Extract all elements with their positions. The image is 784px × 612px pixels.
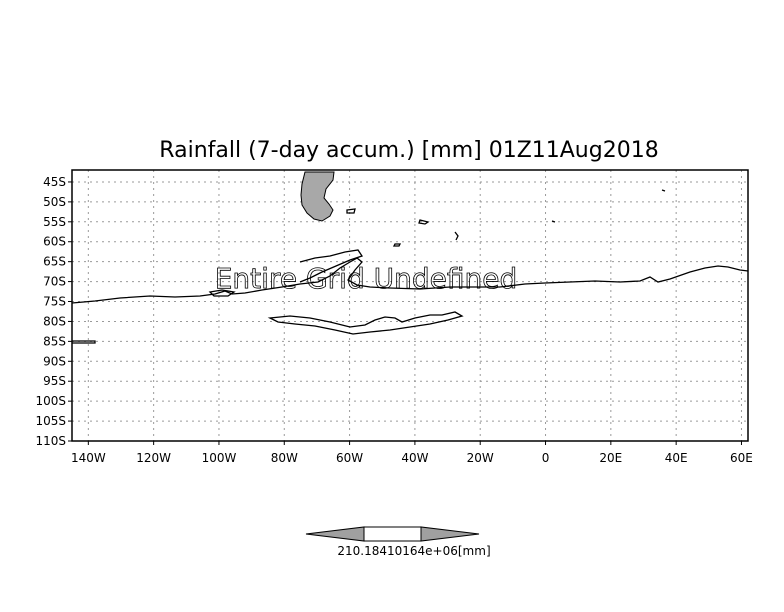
latitude-axis: 45S 50S 55S 60S 65S 70S 75S 80S 85S 90S 95S 100S 105… <box>35 175 72 448</box>
colorbar-right-triangle <box>420 526 480 542</box>
lon-tick-label: 40W <box>401 451 428 465</box>
lat-tick-label: 70S <box>43 275 66 289</box>
lon-tick-label: 20E <box>599 451 622 465</box>
lat-tick-label: 110S <box>35 434 66 448</box>
lon-tick-label: 80W <box>271 451 298 465</box>
lat-tick-label: 65S <box>43 255 66 269</box>
prince-edward-coastline <box>661 189 666 192</box>
lon-tick-label: 60W <box>336 451 363 465</box>
land-areas <box>300 171 335 222</box>
lon-tick-label: 0 <box>542 451 550 465</box>
gridlines <box>72 170 748 442</box>
falklands-coastline <box>346 208 356 214</box>
south-georgia-coastline <box>418 219 430 225</box>
colorbar-left-triangle <box>305 526 365 542</box>
map-title: Rainfall (7-day accum.) [mm] 01Z11Aug201… <box>159 138 658 163</box>
lat-tick-label: 80S <box>43 314 66 328</box>
lon-tick-label: 60E <box>730 451 753 465</box>
colorbar-label: 210.18410164e+06[mm] <box>337 544 490 558</box>
lat-tick-label: 90S <box>43 354 66 368</box>
lat-tick-label: 95S <box>43 374 66 388</box>
map-frame <box>71 169 749 442</box>
south-orkney-coastline <box>392 243 402 247</box>
colorbar: 210.18410164e+06[mm] <box>305 526 491 558</box>
lat-tick-label: 45S <box>43 175 66 189</box>
lat-tick-label: 55S <box>43 215 66 229</box>
lon-tick-label: 140W <box>71 451 106 465</box>
lat-tick-label: 50S <box>43 195 66 209</box>
sandwich-islands-coastline <box>454 231 459 241</box>
lat-tick-label: 85S <box>43 334 66 348</box>
lat-tick-label: 75S <box>43 295 66 309</box>
coastlines <box>71 189 749 344</box>
lon-tick-label: 40E <box>665 451 688 465</box>
lat-tick-label: 105S <box>35 414 66 428</box>
lon-tick-label: 20W <box>467 451 494 465</box>
bellingshausen-islands-coastline <box>208 289 236 297</box>
lat-tick-label: 100S <box>35 394 66 408</box>
antarctic-peninsula-coastline <box>299 249 364 283</box>
undefined-grid-message: Entire Grid Undefined <box>215 262 518 295</box>
colorbar-middle-box <box>363 526 422 542</box>
lon-tick-label: 120W <box>136 451 171 465</box>
lon-tick-label: 100W <box>202 451 237 465</box>
longitude-axis: 140W 120W 100W 80W 60W 40W 20W 0 20E 40E 60E <box>71 441 753 465</box>
bouvet-island-coastline <box>551 220 556 223</box>
weddell-ice-shelf-coastline <box>267 311 464 335</box>
patagonia-land <box>300 171 335 222</box>
ross-ice-shelf-coastline <box>72 340 96 344</box>
lat-tick-label: 60S <box>43 235 66 249</box>
